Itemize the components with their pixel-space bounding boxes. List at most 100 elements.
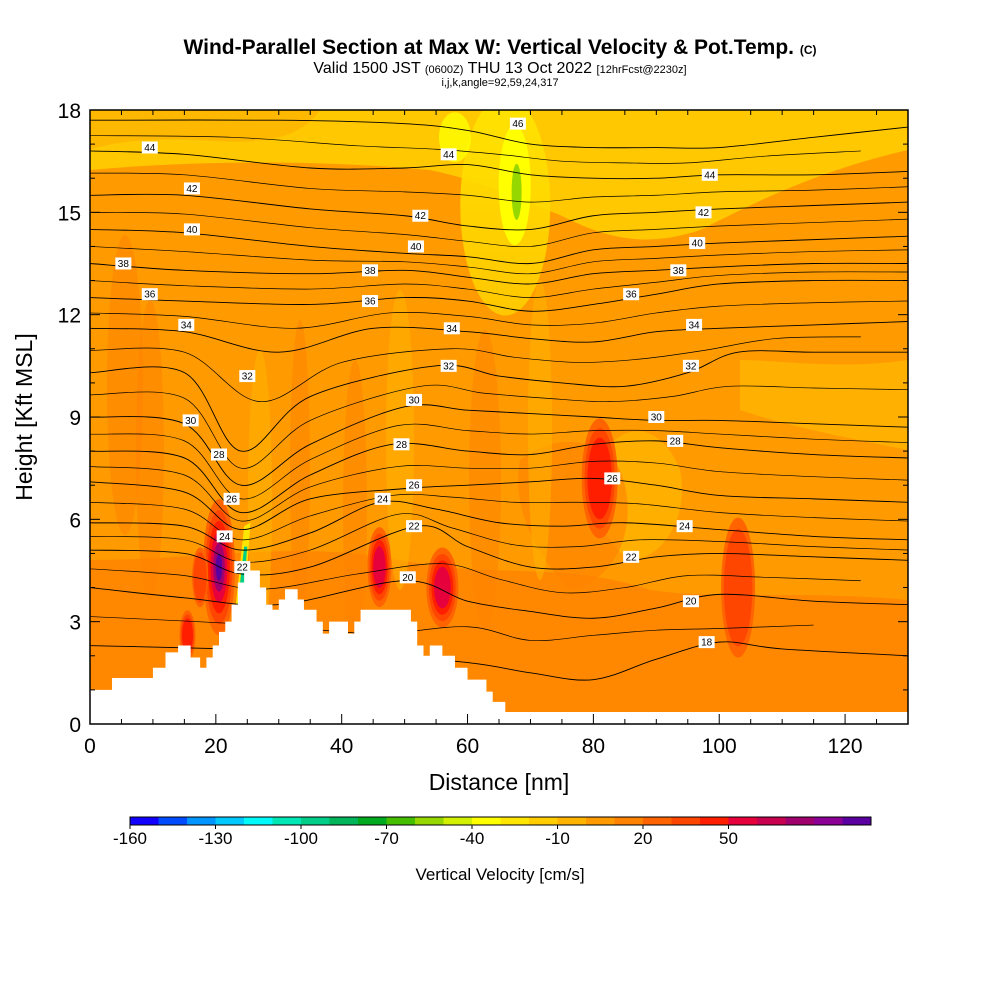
contour-labels: 44 42 40 38 36 34 32 30 28 26 24 22 46 44 42 40 38 36 34 32… [115, 117, 718, 649]
contour-label: 22 [623, 550, 640, 563]
y-axis-title: Height [Kft MSL] [11, 333, 37, 500]
contour-label-text: 26 [226, 494, 238, 505]
contour-label-box [407, 240, 424, 253]
colorbar-swatch [472, 817, 501, 825]
contour-label-box [210, 448, 227, 461]
theta-contour-36 [90, 279, 908, 312]
colorbar-swatch [728, 817, 758, 825]
contour-label-text: 30 [408, 395, 420, 406]
contour-label-text: 28 [396, 440, 408, 451]
contour-label-text: 36 [626, 290, 638, 301]
theta-contour-30 [90, 404, 908, 486]
contour-label-box [141, 141, 158, 154]
x-tick-label: 0 [84, 735, 96, 758]
contour-label-text: 28 [670, 436, 682, 447]
contour-label: 42 [695, 206, 712, 219]
terrain [90, 570, 908, 724]
contour-label: 46 [509, 117, 526, 130]
valid-date: THU 13 Oct 2022 [467, 60, 593, 77]
colorbar-swatch [671, 817, 701, 825]
contour-label: 44 [701, 168, 718, 181]
field-streak [290, 320, 310, 620]
colorbar-tick-label: -70 [374, 829, 399, 848]
theta-contour-minor [90, 135, 861, 164]
theta-contour-42 [90, 193, 908, 231]
updraft-core [182, 618, 193, 653]
field-streak [136, 300, 164, 600]
contour-label: 22 [406, 520, 423, 533]
grid-indices: i,j,k,angle=92,59,24,317 [441, 77, 559, 89]
contour-label-text: 44 [704, 170, 716, 181]
theta-contour-minor [90, 460, 908, 522]
y-tick-label: 15 [58, 202, 81, 225]
contour-label-text: 18 [701, 638, 713, 649]
colorbar-swatch [700, 817, 729, 825]
colorbar-swatch [814, 817, 843, 825]
contour-label: 20 [682, 595, 699, 608]
colorbar: -160 -130 -100 -70 -40 -10 20 50 [113, 816, 872, 848]
contour-label: 34 [178, 318, 195, 331]
chart-subtitle: Valid 1500 JST (0600Z) THU 13 Oct 2022 [… [0, 60, 1000, 78]
contour-label-box [178, 318, 195, 331]
contour-label: 26 [223, 492, 240, 505]
x-tick-label: 60 [456, 735, 479, 758]
contour-label-box [234, 561, 251, 574]
theta-contour-44 [90, 150, 908, 180]
contour-label-text: 36 [144, 290, 156, 301]
contour-label-box [440, 148, 457, 161]
contour-label-text: 22 [237, 563, 249, 574]
y-tick-label: 12 [58, 305, 81, 328]
contour-label-text: 32 [443, 361, 455, 372]
colorbar-swatch [386, 817, 416, 825]
colorbar-swatch [130, 817, 159, 825]
colorbar-swatch [187, 817, 216, 825]
contour-label-text: 32 [242, 372, 254, 383]
colorbar-swatch [529, 817, 558, 825]
contour-label: 32 [682, 359, 699, 372]
contour-label-text: 26 [408, 481, 420, 492]
colorbar-swatch [215, 817, 245, 825]
field-streak [469, 330, 501, 630]
contour-label: 34 [686, 318, 703, 331]
contour-label-text: 38 [673, 266, 685, 277]
contour-label: 44 [141, 141, 158, 154]
title-main: Wind-Parallel Section at Max W: Vertical… [183, 36, 794, 59]
contour-label-text: 26 [607, 474, 619, 485]
colorbar-swatch [443, 817, 473, 825]
contour-label-box [374, 492, 391, 505]
contour-label-box [239, 370, 256, 383]
downdraft-core [511, 163, 522, 220]
contour-label: 44 [440, 148, 457, 161]
valid-time: Valid 1500 JST [313, 60, 421, 77]
contour-label-box [667, 434, 684, 447]
chart-title: Wind-Parallel Section at Max W: Vertical… [0, 36, 1000, 60]
x-tick-label: 40 [330, 735, 353, 758]
contour-label-box [406, 479, 423, 492]
contour-label-box [182, 414, 199, 427]
colorbar-swatch [158, 817, 188, 825]
contour-label-box [689, 237, 706, 250]
theta-contour-34 [90, 321, 908, 353]
theta-contour-40 [90, 228, 908, 265]
contour-label-box [686, 318, 703, 331]
contour-label-text: 40 [692, 239, 704, 250]
y-tick-label: 6 [69, 509, 81, 532]
contour-label-box [682, 595, 699, 608]
theta-contours [90, 119, 908, 681]
contour-label: 36 [623, 288, 640, 301]
colorbar-swatch [842, 817, 872, 825]
colorbar-tick-label: -130 [198, 829, 232, 848]
x-axis-title: Distance [nm] [429, 769, 570, 795]
theta-contour-32 [90, 350, 908, 452]
theta-contour-minor [90, 172, 908, 203]
valid-utc: (0600Z) [424, 64, 464, 76]
theta-contour-46 [90, 119, 908, 149]
updraft-core [373, 546, 386, 588]
theta-contour-minor [90, 300, 908, 329]
contour-label: 38 [362, 264, 379, 277]
contour-label-box [670, 264, 687, 277]
x-tick-label: 20 [204, 735, 227, 758]
contour-label-box [623, 550, 640, 563]
colorbar-swatch [500, 817, 530, 825]
